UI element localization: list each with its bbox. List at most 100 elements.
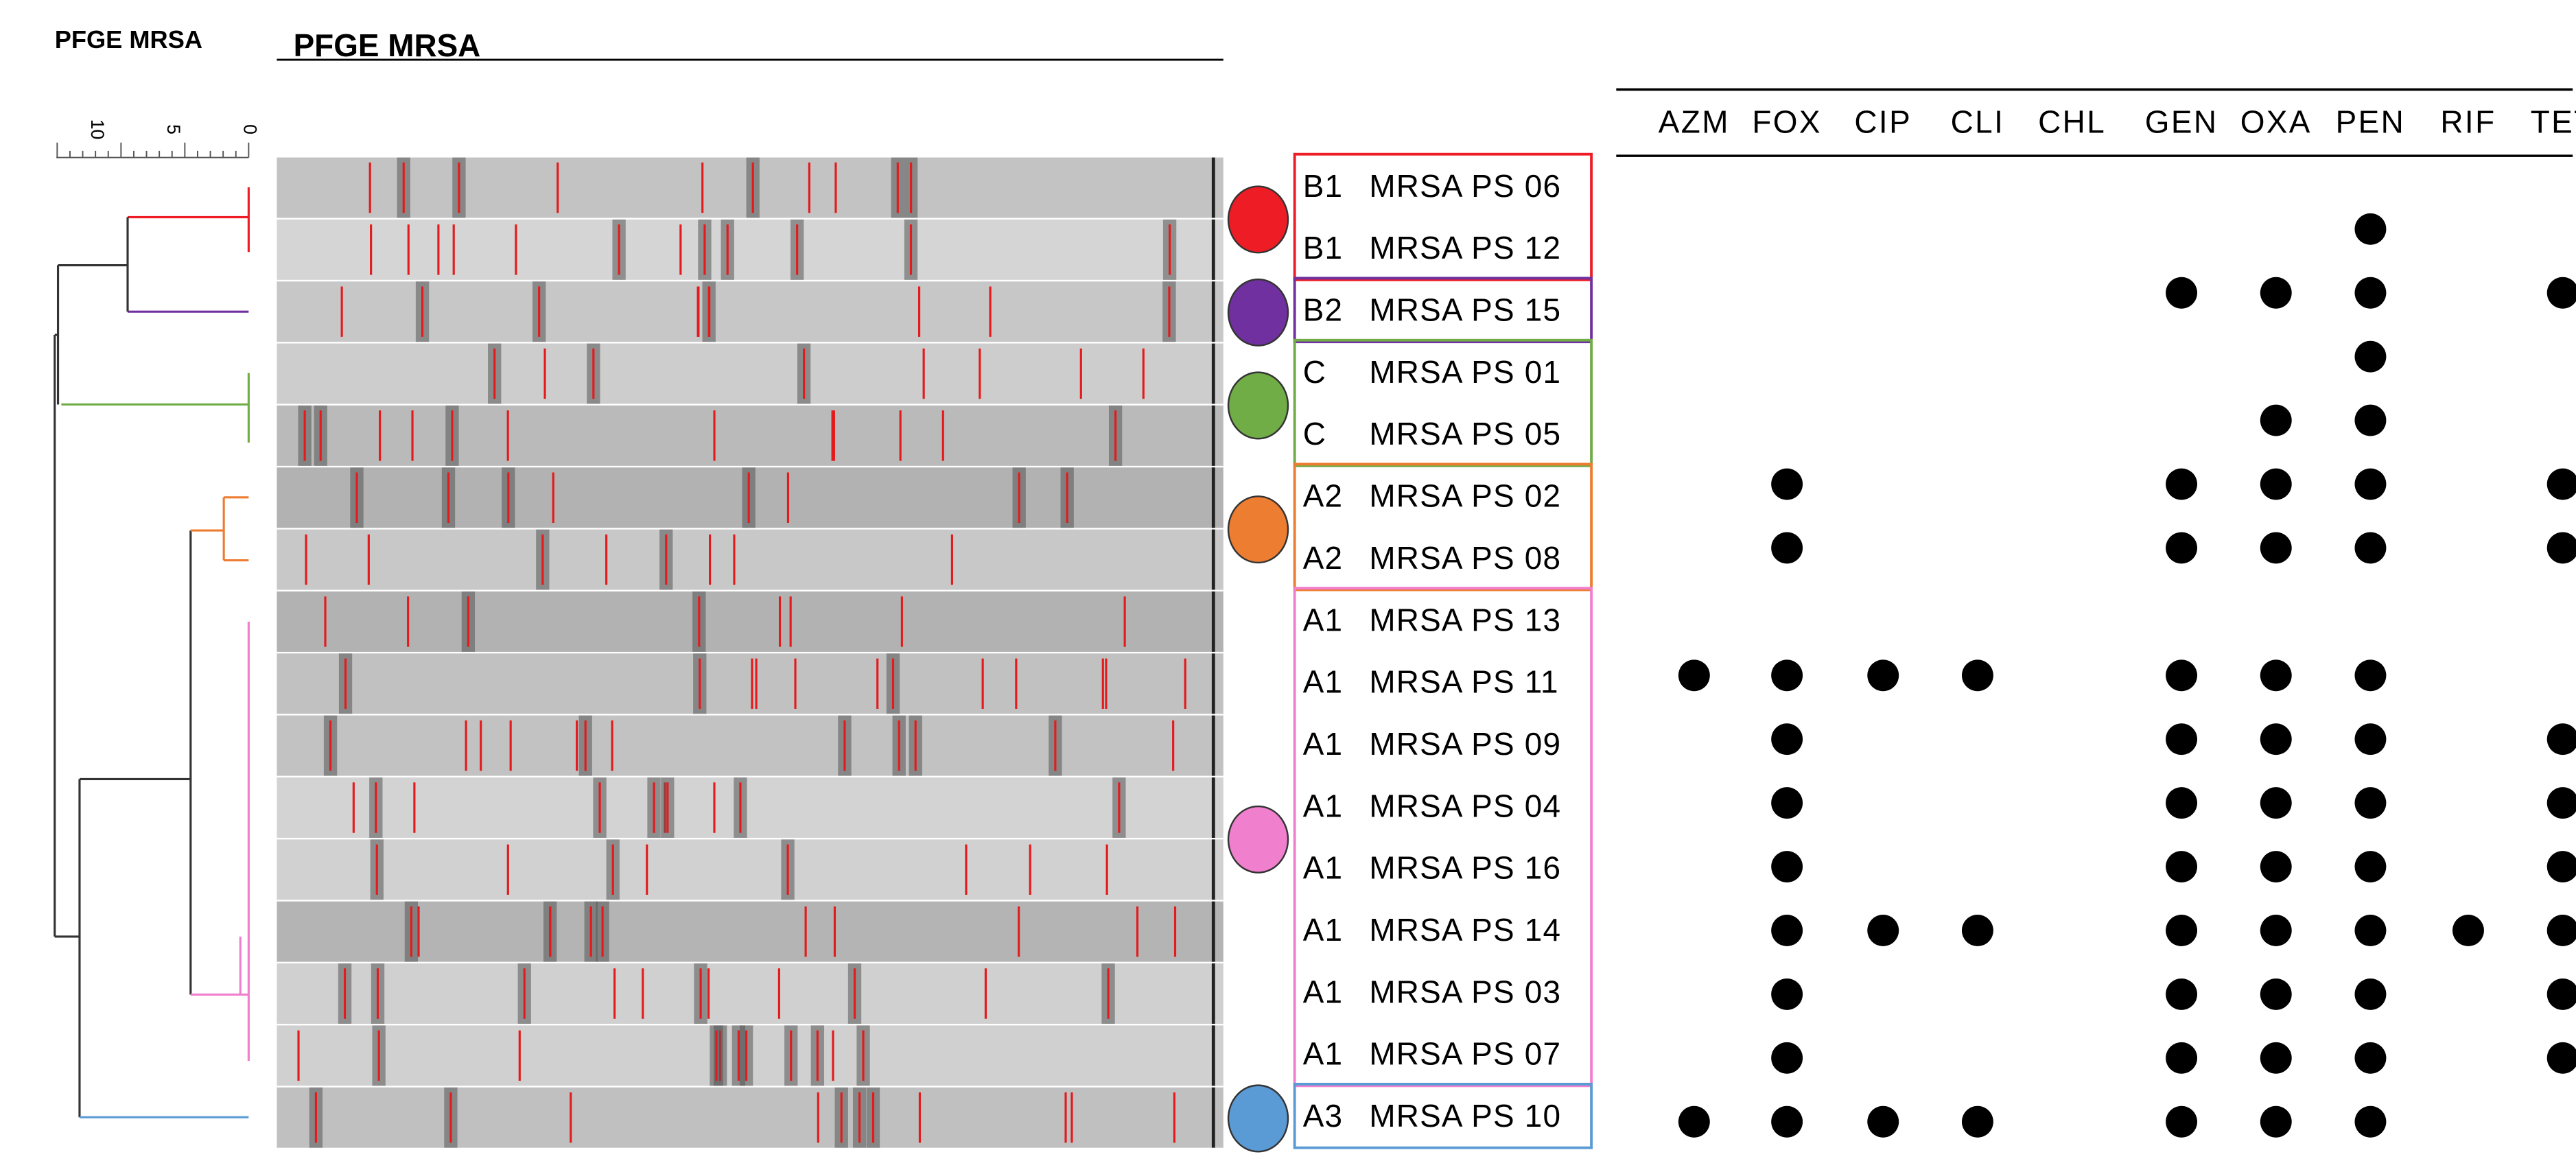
cluster-box <box>1293 462 1593 591</box>
isolate-label: MRSA PS 11 <box>1369 664 1558 700</box>
isolate-label: MRSA PS 06 <box>1369 168 1561 204</box>
gel-lane <box>277 777 1223 838</box>
dendrogram <box>54 187 250 1118</box>
cluster-label: A1 <box>1303 1036 1344 1072</box>
gel-lane <box>277 219 1223 280</box>
cluster-label: A1 <box>1303 850 1344 886</box>
cluster-label: A2 <box>1303 540 1344 576</box>
resistance-dot <box>2260 277 2292 309</box>
cluster-label: A1 <box>1303 602 1344 637</box>
cluster-circle <box>1227 278 1289 347</box>
isolate-label: MRSA PS 04 <box>1369 788 1561 823</box>
isolate-label: MRSA PS 14 <box>1369 912 1561 948</box>
resistance-dot <box>2354 787 2387 819</box>
resistance-dot <box>1961 1105 1993 1138</box>
resistance-dot <box>2546 723 2576 755</box>
resistance-dot <box>2354 404 2387 436</box>
cluster-box <box>1293 1082 1593 1149</box>
scale-tick-label: 5 <box>163 124 184 134</box>
resistance-dot <box>2354 659 2387 692</box>
antibiotic-header: TET <box>2531 104 2576 139</box>
isolate-label: MRSA PS 16 <box>1369 850 1561 886</box>
resistance-dot <box>1771 468 1803 500</box>
cluster-label: B2 <box>1303 292 1344 328</box>
cluster-box <box>1293 152 1593 281</box>
gel-lane <box>277 901 1223 962</box>
cluster-label: B1 <box>1303 168 1344 204</box>
cluster-box <box>1293 338 1593 467</box>
antibiotic-header: OXA <box>2240 104 2312 139</box>
isolate-label: MRSA PS 05 <box>1369 416 1561 452</box>
resistance-dot <box>2260 659 2292 692</box>
antibiotic-header: PEN <box>2336 104 2406 139</box>
cluster-label: A2 <box>1303 478 1344 514</box>
cluster-label: A1 <box>1303 912 1344 948</box>
cluster-label: B1 <box>1303 230 1344 266</box>
resistance-dot <box>2354 340 2387 373</box>
resistance-dot <box>1961 659 1993 692</box>
cluster-circle <box>1227 495 1289 564</box>
gel-lane <box>277 591 1223 652</box>
resistance-dot <box>2260 787 2292 819</box>
resistance-dot <box>1771 851 1803 883</box>
resistance-dot <box>2260 404 2292 436</box>
resistance-dot <box>1867 659 1899 692</box>
resistance-dot <box>2166 532 2198 564</box>
cluster-circle <box>1227 185 1289 254</box>
resistance-dot <box>2354 277 2387 309</box>
antibiotic-header: RIF <box>2440 104 2496 139</box>
resistance-dot <box>1867 1105 1899 1138</box>
resistance-dot <box>2546 532 2576 564</box>
gel-image <box>277 157 1223 1148</box>
resistance-dot <box>2166 787 2198 819</box>
cluster-circle <box>1227 371 1289 440</box>
resistance-dot <box>2260 978 2292 1010</box>
resistance-dot <box>2166 978 2198 1010</box>
resistance-dot <box>2260 1105 2292 1138</box>
scale-tick-label: 10 <box>87 119 108 140</box>
resistance-dot <box>2260 1042 2292 1074</box>
isolate-label: MRSA PS 01 <box>1369 354 1561 390</box>
resistance-dot <box>1678 1105 1710 1138</box>
resistance-dot <box>1771 659 1803 692</box>
cluster-box <box>1293 587 1593 1088</box>
resistance-dot <box>1771 1105 1803 1138</box>
antibiotic-header: CLI <box>1951 104 2005 139</box>
resistance-dot <box>2354 1042 2387 1074</box>
resistance-dot <box>1961 915 1993 946</box>
cluster-label: A1 <box>1303 974 1344 1009</box>
isolate-label: MRSA PS 08 <box>1369 540 1561 576</box>
resistance-dot <box>1771 1042 1803 1074</box>
resistance-dot <box>2166 1042 2198 1074</box>
figure-title: PFGE MRSA <box>55 25 202 54</box>
resistance-dot <box>2166 277 2198 309</box>
resistance-dot <box>2260 723 2292 755</box>
resistance-dot <box>2354 468 2387 500</box>
gel-lane <box>277 343 1223 404</box>
resistance-dot <box>1771 787 1803 819</box>
antibiotic-header: FOX <box>1752 104 1822 139</box>
resistance-dot <box>2546 851 2576 883</box>
isolate-label: MRSA PS 13 <box>1369 602 1561 637</box>
cluster-circle <box>1227 1084 1289 1153</box>
resistance-dot <box>1867 915 1899 946</box>
resistance-dot <box>2260 915 2292 946</box>
gel-lane <box>277 281 1223 342</box>
cluster-label: C <box>1303 354 1326 390</box>
cluster-label: A3 <box>1303 1098 1344 1134</box>
resistance-dot <box>2354 915 2387 946</box>
gel-lane <box>277 653 1223 714</box>
resistance-dot <box>2546 1042 2576 1074</box>
resistance-dot <box>2166 723 2198 755</box>
resistance-dot <box>2452 915 2484 946</box>
resistance-dot <box>2260 532 2292 564</box>
resistance-dot <box>2354 978 2387 1010</box>
scale-tick-label: 0 <box>239 124 260 134</box>
resistance-dot <box>2546 915 2576 946</box>
gel-lane <box>277 963 1223 1024</box>
gel-lane <box>277 839 1223 900</box>
isolate-label: MRSA PS 09 <box>1369 726 1561 762</box>
resistance-dot <box>2260 851 2292 883</box>
antibiotic-header: CHL <box>2038 104 2106 139</box>
